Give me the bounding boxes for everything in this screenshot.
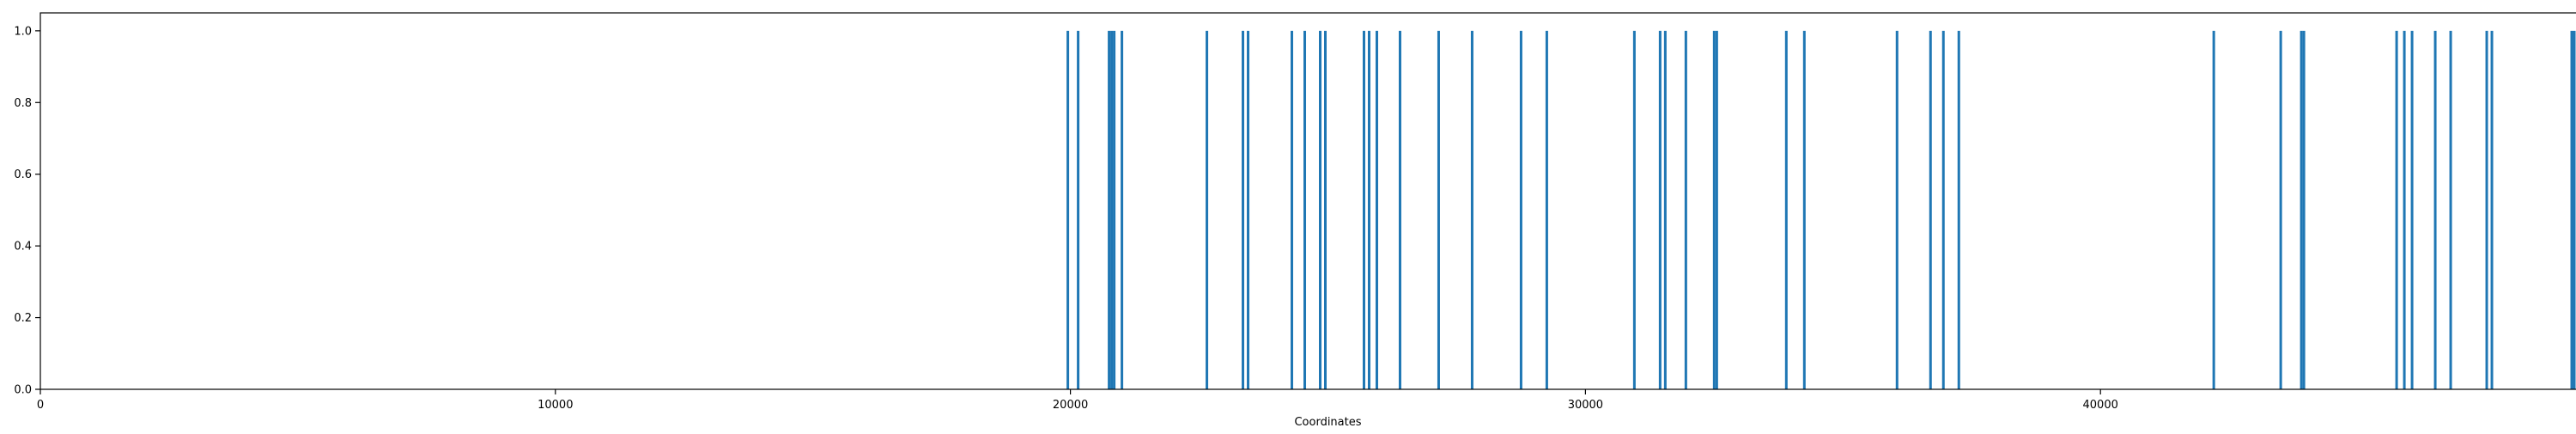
- bar: [2570, 30, 2573, 390]
- bar: [2403, 30, 2406, 390]
- bar: [2302, 30, 2306, 390]
- bar: [1121, 30, 1124, 390]
- bar: [1242, 30, 1245, 390]
- bar: [1658, 30, 1662, 390]
- bar: [1362, 30, 1365, 390]
- bar: [2212, 30, 2215, 390]
- bar: [1470, 30, 1473, 390]
- x-tick-label: 40000: [2083, 399, 2118, 412]
- bar: [2395, 30, 2398, 390]
- bar: [1066, 30, 1070, 390]
- x-tick-label: 10000: [538, 399, 573, 412]
- bar: [1247, 30, 1250, 390]
- bar: [1895, 30, 1899, 390]
- y-axis: 0.0 0.2 0.4 0.6 0.8 1.0: [14, 25, 40, 397]
- bar: [1303, 30, 1307, 390]
- bar: [1437, 30, 1440, 390]
- bar: [2490, 30, 2494, 390]
- bar: [2279, 30, 2282, 390]
- bar: [1077, 30, 1080, 390]
- y-tick-label: 1.0: [14, 25, 32, 38]
- bar: [1712, 30, 1716, 390]
- bar: [1715, 30, 1718, 390]
- bar: [2300, 30, 2303, 390]
- x-tick-label: 0: [37, 399, 44, 412]
- bar: [1319, 30, 1321, 390]
- bar: [1545, 30, 1548, 390]
- bar: [1398, 30, 1401, 390]
- bar: [1110, 30, 1114, 390]
- bar: [2410, 30, 2414, 390]
- bar: [1108, 30, 1111, 390]
- bar: [2433, 30, 2437, 390]
- bar: [2449, 30, 2452, 390]
- x-tick-label: 20000: [1053, 399, 1088, 412]
- x-axis: 01000020000300004000050000: [37, 389, 2118, 412]
- bar: [1367, 30, 1370, 390]
- bar: [1957, 30, 1960, 390]
- bar: [1519, 30, 1522, 390]
- x-tick-label: 30000: [1568, 399, 1603, 412]
- bar: [1375, 30, 1378, 390]
- bar: [1663, 30, 1667, 390]
- bar: [1291, 30, 1294, 390]
- bar: [1324, 30, 1327, 390]
- plot-frame: [39, 12, 2576, 390]
- bar: [1632, 30, 1636, 390]
- y-tick-label: 0.6: [14, 168, 32, 181]
- bar: [1784, 30, 1788, 390]
- bar: [2485, 30, 2488, 390]
- bar: [1113, 30, 1116, 390]
- bar: [1802, 30, 1806, 390]
- y-tick-label: 0.0: [14, 384, 32, 397]
- y-tick-label: 0.8: [14, 97, 32, 110]
- bar-series: [1066, 30, 2576, 390]
- x-axis-label: Coordinates: [1294, 416, 1361, 429]
- bar: [1684, 30, 1687, 390]
- y-tick-label: 0.2: [14, 312, 32, 325]
- y-tick-label: 0.4: [14, 241, 32, 254]
- bar: [1206, 30, 1209, 390]
- bar: [1929, 30, 1932, 390]
- bar: [1941, 30, 1945, 390]
- bar: [2573, 30, 2576, 390]
